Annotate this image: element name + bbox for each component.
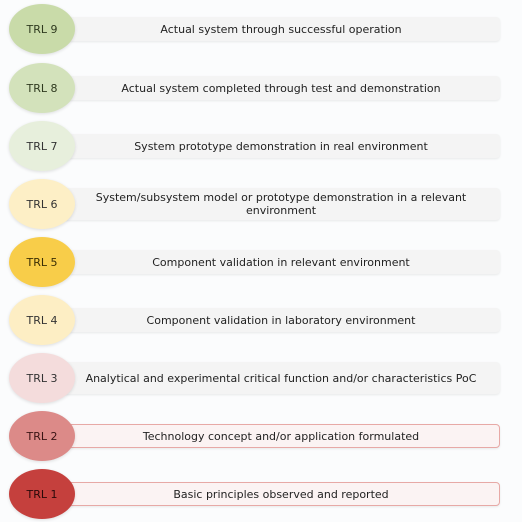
trl-7-badge: TRL 7 <box>9 121 75 171</box>
trl-2-badge: TRL 2 <box>9 411 75 461</box>
trl-3-description: Analytical and experimental critical fun… <box>62 362 500 394</box>
trl-8-badge: TRL 8 <box>9 63 75 113</box>
trl-1-description: Basic principles observed and reported <box>62 482 500 506</box>
trl-9-badge: TRL 9 <box>9 4 75 54</box>
trl-6-description: System/subsystem model or prototype demo… <box>62 188 500 220</box>
trl-row-8: TRL 8 Actual system completed through te… <box>0 58 522 118</box>
trl-4-badge: TRL 4 <box>9 295 75 345</box>
trl-5-badge: TRL 5 <box>9 237 75 287</box>
trl-row-6: TRL 6 System/subsystem model or prototyp… <box>0 174 522 234</box>
trl-6-badge: TRL 6 <box>9 179 75 229</box>
trl-row-2: TRL 2 Technology concept and/or applicat… <box>0 406 522 466</box>
trl-row-9: TRL 9 Actual system through successful o… <box>0 0 522 59</box>
trl-5-description: Component validation in relevant environ… <box>62 250 500 274</box>
trl-row-7: TRL 7 System prototype demonstration in … <box>0 116 522 176</box>
trl-row-4: TRL 4 Component validation in laboratory… <box>0 290 522 350</box>
trl-row-5: TRL 5 Component validation in relevant e… <box>0 232 522 292</box>
trl-1-badge: TRL 1 <box>9 469 75 519</box>
trl-9-description: Actual system through successful operati… <box>62 17 500 41</box>
trl-4-description: Component validation in laboratory envir… <box>62 308 500 332</box>
trl-3-badge: TRL 3 <box>9 353 75 403</box>
trl-row-1: TRL 1 Basic principles observed and repo… <box>0 464 522 522</box>
trl-2-description: Technology concept and/or application fo… <box>62 424 500 448</box>
trl-8-description: Actual system completed through test and… <box>62 76 500 100</box>
trl-7-description: System prototype demonstration in real e… <box>62 134 500 158</box>
trl-row-3: TRL 3 Analytical and experimental critic… <box>0 348 522 408</box>
